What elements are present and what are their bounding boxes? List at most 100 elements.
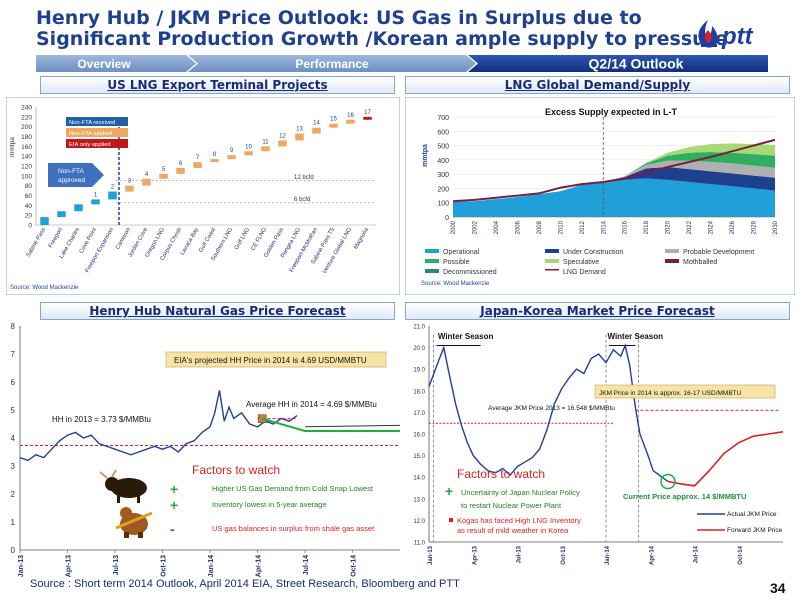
legend-swatch xyxy=(425,269,439,273)
y-tick-label: 6 xyxy=(11,378,16,387)
hh-2013-label: HH in 2013 = 3.73 $/MMBtu xyxy=(52,415,151,424)
y-tick-label: 200 xyxy=(21,124,32,131)
legend-label: Mothballed xyxy=(683,259,717,266)
minus-icon: - xyxy=(170,521,175,537)
factor-text: Kogas has faced High LNG Inventory xyxy=(457,516,581,525)
lng-demand-line xyxy=(452,138,776,203)
lng-global-panel-title: LNG Global Demand/Supply xyxy=(405,76,790,94)
japan-korea-panel-title: Japan-Korea Market Price Forecast xyxy=(405,302,790,320)
winter-label: Winter Season xyxy=(607,332,663,341)
x-tick-label: Apr-13 xyxy=(472,545,478,565)
y-tick-label: 600 xyxy=(437,129,449,136)
nav-tab-performance[interactable]: Performance xyxy=(188,55,476,72)
bar-number-label: 8 xyxy=(213,152,217,158)
x-tick-label: Jul-13 xyxy=(517,545,523,563)
x-tick-label: Jan-13 xyxy=(428,545,434,565)
x-tick-label: 2020 xyxy=(666,220,672,234)
bull-icon xyxy=(99,469,147,503)
legend-swatch xyxy=(425,249,439,253)
jkm-actual-line xyxy=(428,343,669,483)
x-tick-label: 2008 xyxy=(537,220,543,234)
y-tick-label: 4 xyxy=(11,434,16,443)
eia-annotation-text: EIA's projected HH Price in 2014 is 4.69… xyxy=(174,356,367,365)
bar-number-label: 9 xyxy=(230,148,234,154)
chart-source: Source: Wood Mackenzie xyxy=(10,285,79,291)
current-price-circle xyxy=(660,473,676,490)
y-tick-label: 21.0 xyxy=(413,325,425,331)
legend-swatch xyxy=(66,128,128,137)
bar-number-label: 4 xyxy=(145,172,149,178)
x-tick-label: Oct-13 xyxy=(561,545,567,564)
y-tick-label: 0 xyxy=(28,223,32,230)
x-tick-label: Oct-14 xyxy=(738,545,744,564)
x-tick-label: 2012 xyxy=(580,220,586,234)
bar-number-label: 15 xyxy=(330,117,337,123)
y-tick-label: 17.0 xyxy=(413,411,425,417)
y-tick-label: 500 xyxy=(437,144,449,151)
y-axis-label: mmtpa xyxy=(9,137,16,157)
x-tick-label: Apr-13 xyxy=(66,555,73,577)
nav-tab-outlook[interactable]: Q2/14 Outlook xyxy=(468,55,768,72)
bar-number-label: 6 xyxy=(179,161,183,167)
legend-label: Forward JKM Price xyxy=(727,527,783,534)
jkm-2014-annotation-text: JKM Price in 2014 is approx. 16-17 USD/M… xyxy=(599,390,742,397)
henry-hub-chart: 0 1 2 3 4 5 6 7 8 Jan-13 Apr-13 Jul-13 Oct-13 Jan-14 A… xyxy=(11,322,401,577)
x-tick-label: 2024 xyxy=(709,220,715,234)
henry-hub-panel-title: Henry Hub Natural Gas Price Forecast xyxy=(40,302,395,320)
bar xyxy=(278,140,287,147)
minus-icon xyxy=(449,518,453,522)
factors-title: Factors to watch xyxy=(192,463,280,477)
callout-text: approved xyxy=(58,177,85,184)
x-tick-label: 2022 xyxy=(687,220,693,234)
capacity-line-label: 6 bcfd xyxy=(294,197,310,203)
jkm-forward-line xyxy=(667,431,784,487)
chart-frame xyxy=(6,97,400,295)
legend-swatch xyxy=(545,269,559,271)
henry-hub-actual-line xyxy=(19,390,298,462)
x-tick-label: 2010 xyxy=(558,220,564,234)
y-tick-label: 700 xyxy=(437,115,449,122)
bar-number-label: 1 xyxy=(94,192,98,198)
x-tick-label: 2030 xyxy=(773,220,779,234)
y-tick-label: 100 xyxy=(437,201,449,208)
x-tick-label: 2000 xyxy=(451,220,457,234)
legend-swatch xyxy=(545,259,559,263)
hh-2014-avg-label: Average HH in 2014 = 4.69 $/MMBtu xyxy=(246,400,377,409)
bar xyxy=(74,204,83,212)
x-tick-label: Jan-14 xyxy=(605,545,611,565)
plus-icon: + xyxy=(170,497,178,513)
y-tick-label: 20 xyxy=(25,213,33,220)
operational-area xyxy=(453,178,775,217)
y-tick-label: 0 xyxy=(11,546,16,555)
y-tick-label: 140 xyxy=(21,154,32,161)
factor-text: Higher US Gas Demand from Cold Snap Lowe… xyxy=(212,484,374,493)
winter-label: Winter Season xyxy=(438,332,494,341)
us-lng-panel-title: US LNG Export Terminal Projects xyxy=(40,76,395,94)
section-nav: Overview Performance Q2/14 Outlook xyxy=(36,55,768,72)
bar xyxy=(142,178,151,186)
logo-text: ptt xyxy=(721,23,754,50)
legend-swatch xyxy=(665,259,679,263)
bar xyxy=(176,167,185,174)
y-tick-label: 100 xyxy=(21,173,32,180)
bar xyxy=(193,162,202,168)
legend-swatch xyxy=(66,139,128,148)
x-tick-label: 2026 xyxy=(730,220,736,234)
y-tick-label: 2 xyxy=(11,490,16,499)
legend-swatch xyxy=(66,117,128,126)
factor-text: Uncertainty of Japan Nuclear Policy xyxy=(461,488,580,497)
y-tick-label: 20.0 xyxy=(413,346,425,352)
plus-icon: + xyxy=(170,481,178,497)
legend-label: Under Construction xyxy=(563,249,623,256)
x-tick-label: Apr-14 xyxy=(649,545,655,565)
bar xyxy=(329,123,338,128)
x-tick-label: Apr-14 xyxy=(256,555,263,577)
y-tick-label: 16.0 xyxy=(413,433,425,439)
current-price-label: Current Price approx. 14 $/MMBTU xyxy=(623,492,746,501)
under-construction-area xyxy=(453,167,775,202)
x-tick-label: 2004 xyxy=(494,220,500,234)
lng-global-chart: Excess Supply expected in L-T 0 100 200 300 4… xyxy=(405,97,795,295)
nav-tab-overview[interactable]: Overview xyxy=(36,55,196,72)
bar-number-label: 7 xyxy=(196,155,200,161)
callout-arrow xyxy=(48,163,104,187)
